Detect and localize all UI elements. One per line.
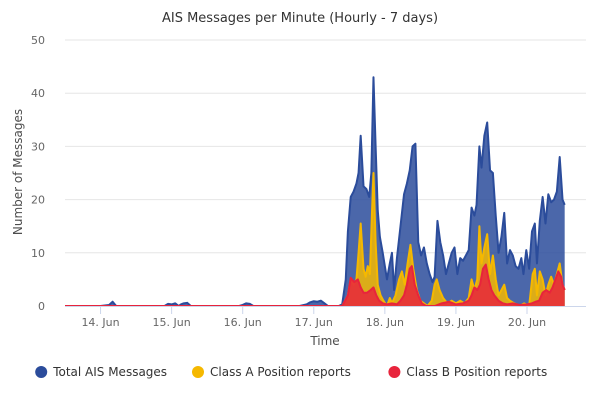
series-line-3 [65, 263, 566, 307]
x-tick-label: 15. Jun [153, 316, 191, 329]
y-tick-label: 30 [31, 140, 45, 153]
x-tick-label: 14. Jun [81, 316, 119, 329]
y-tick-label: 20 [31, 194, 45, 207]
x-tick-label: 18. Jun [366, 316, 404, 329]
chart-title: AIS Messages per Minute (Hourly - 7 days… [162, 11, 438, 26]
series-line-1 [65, 76, 566, 307]
legend-marker [35, 366, 48, 378]
x-tick-label: 20. Jun [508, 316, 546, 329]
legend-marker [388, 366, 401, 378]
x-axis-title: Time [309, 334, 339, 348]
y-tick-label: 10 [31, 247, 45, 260]
series-area-1 [65, 77, 565, 307]
legend: Total AIS Messages Class A Position repor… [35, 365, 547, 379]
x-axis: 14. Jun 15. Jun 16. Jun 17. Jun 18. Jun 19. J… [65, 306, 586, 329]
legend-label: Class B Position reports [406, 365, 547, 379]
y-tick-label: 50 [31, 34, 45, 47]
y-axis-title: Number of Messages [11, 109, 25, 235]
legend-label: Class A Position reports [210, 365, 351, 379]
x-tick-label: 19. Jun [437, 316, 475, 329]
x-tick-label: 17. Jun [295, 316, 333, 329]
legend-label: Total AIS Messages [52, 365, 167, 379]
y-tick-label: 0 [38, 300, 45, 313]
series-areas [65, 76, 566, 307]
legend-item-3[interactable]: Class B Position reports [388, 365, 547, 379]
y-tick-label: 40 [31, 87, 45, 100]
legend-item-2[interactable]: Class A Position reports [192, 365, 351, 379]
gridlines [65, 39, 586, 254]
y-axis: 0 10 20 30 40 50 [31, 34, 45, 313]
legend-marker [192, 366, 204, 378]
x-tick-label: 16. Jun [224, 316, 262, 329]
legend-item-1[interactable]: Total AIS Messages [35, 365, 167, 379]
